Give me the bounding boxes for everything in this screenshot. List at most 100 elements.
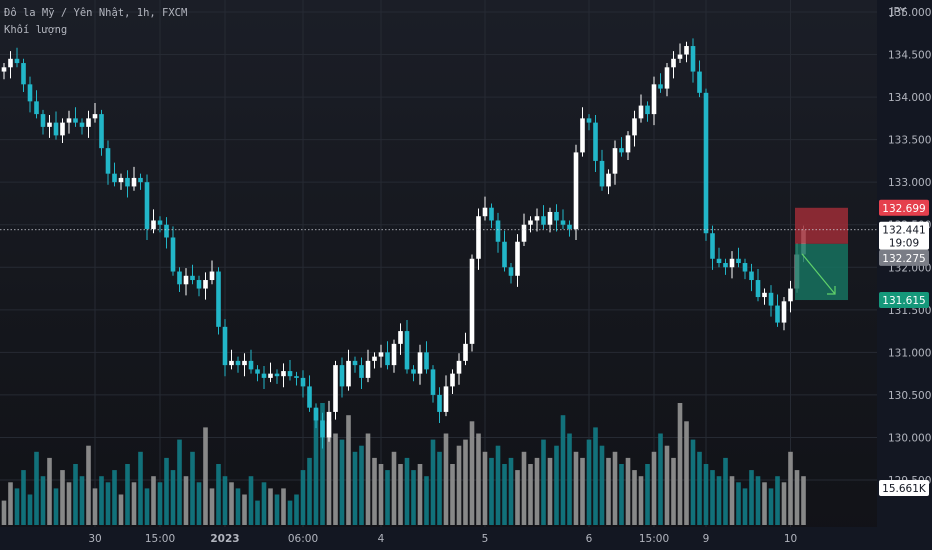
time-axis[interactable]: 30 15:00 2023 06:00 4 5 6 15:00 9 10 xyxy=(0,527,877,550)
candle-body xyxy=(560,220,566,225)
volume-bar xyxy=(684,421,689,525)
candle-body xyxy=(593,122,598,161)
candle-body xyxy=(456,360,462,374)
volume-bar xyxy=(359,445,364,525)
last-price-tag: 132.441 xyxy=(882,225,925,237)
candle-body xyxy=(320,420,325,438)
volume-bar xyxy=(430,439,436,525)
volume-bar xyxy=(703,464,709,525)
volume-bar xyxy=(482,451,488,525)
volume-bar xyxy=(560,415,566,525)
short-position-tool[interactable] xyxy=(795,207,848,301)
time-tick-label: 5 xyxy=(482,533,489,545)
volume-bar xyxy=(443,433,449,525)
candle-body xyxy=(307,386,312,408)
volume-bar xyxy=(606,457,611,525)
volume-bar xyxy=(333,433,338,525)
volume-bar xyxy=(716,476,722,525)
volume-bar xyxy=(47,457,52,525)
volume-bar xyxy=(645,464,650,525)
volume-bar xyxy=(60,470,65,525)
candle-body xyxy=(677,54,683,59)
symbol-title: Đô la Mỹ / Yên Nhật, 1h, FXCM xyxy=(4,7,188,19)
volume-bar xyxy=(417,464,423,525)
candle-body xyxy=(781,301,787,323)
time-tick-label: 06:00 xyxy=(288,533,318,545)
time-tick-label: 2023 xyxy=(210,533,239,545)
volume-value-tag-bg xyxy=(879,480,929,496)
candle-body xyxy=(170,237,176,272)
price-axis[interactable]: 135.000134.500134.000133.500133.000132.5… xyxy=(877,0,932,550)
candle-body xyxy=(333,365,338,412)
time-tick-label: 10 xyxy=(784,533,797,545)
volume-bar xyxy=(352,451,358,525)
volume-bar xyxy=(378,464,384,525)
volume-bar xyxy=(710,470,715,525)
volume-bar xyxy=(157,482,163,525)
volume-bar xyxy=(599,445,605,525)
candle-body xyxy=(495,220,501,242)
time-axis-bg xyxy=(0,527,877,550)
candle-body xyxy=(268,373,273,378)
candle-body xyxy=(118,177,124,183)
candle-body xyxy=(138,177,143,183)
candle-body xyxy=(664,67,670,89)
candle-body xyxy=(580,118,585,153)
candle-body xyxy=(508,267,514,276)
candle-body xyxy=(443,386,449,412)
volume-bar xyxy=(164,457,169,525)
volume-bar xyxy=(437,451,442,525)
candles xyxy=(1,38,806,449)
candle-body xyxy=(554,211,559,221)
candle-body xyxy=(313,407,319,421)
volume-bar xyxy=(658,433,663,525)
candle-body xyxy=(177,271,182,285)
volume-bar xyxy=(580,457,585,525)
trend-arrow xyxy=(801,253,836,295)
candle-body xyxy=(131,177,137,187)
candle-body xyxy=(8,58,13,68)
volume-bar xyxy=(775,476,780,525)
volume-bar xyxy=(424,476,429,525)
volume-bar xyxy=(502,464,507,525)
candle-body xyxy=(14,58,20,64)
candle-body xyxy=(567,224,572,229)
volume-bar xyxy=(144,488,150,525)
volume-bar xyxy=(541,439,546,525)
candle-body xyxy=(281,371,286,377)
candle-body xyxy=(736,258,741,264)
candle-body xyxy=(183,275,189,285)
candle-body xyxy=(651,84,657,115)
volume-bar xyxy=(534,457,540,525)
candle-body xyxy=(716,258,722,264)
candle-body xyxy=(417,352,423,374)
volume-bar xyxy=(762,482,767,525)
volume-bar xyxy=(528,464,533,525)
candle-body xyxy=(294,376,299,378)
volume-bar xyxy=(131,482,137,525)
candle-body xyxy=(599,160,605,187)
candle-body xyxy=(99,114,104,149)
volume-bar xyxy=(768,488,774,525)
volume-bar xyxy=(697,451,702,525)
candle-body xyxy=(27,84,33,102)
candle-body xyxy=(391,343,397,366)
candle-body xyxy=(476,216,481,259)
volume-bar xyxy=(385,470,390,525)
candle-body xyxy=(261,373,267,378)
entry-price-tag: 132.275 xyxy=(882,253,925,265)
candle-body xyxy=(372,356,377,361)
volume-bar xyxy=(235,488,241,525)
price-tick-label: 130.500 xyxy=(888,390,931,402)
volume-bar xyxy=(456,445,462,525)
volume-bar xyxy=(521,451,527,525)
candle-body xyxy=(697,71,702,93)
stop-price-tag-bg xyxy=(879,199,929,216)
candle-body xyxy=(632,118,637,136)
volume-bar xyxy=(151,476,156,525)
volume-bar xyxy=(209,488,215,525)
target-price-tag: 131.615 xyxy=(882,295,925,307)
candle-body xyxy=(53,122,59,136)
volume-bar xyxy=(281,488,286,525)
